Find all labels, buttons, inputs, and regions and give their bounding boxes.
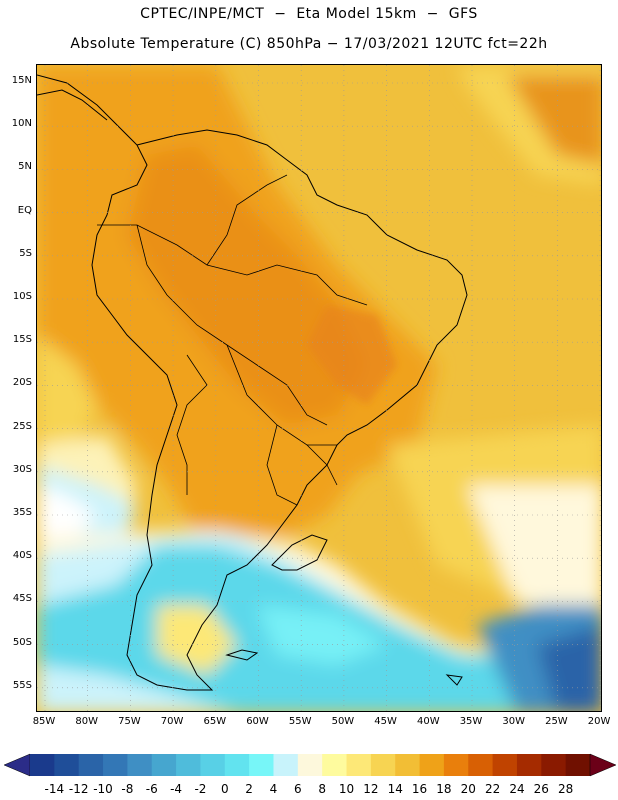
- colorbar-swatch: [297, 754, 323, 776]
- latitude-label: 55S: [12, 679, 32, 691]
- colorbar-swatch: [565, 754, 591, 776]
- temperature-field: [37, 65, 601, 711]
- colorbar-tick-label: -10: [93, 782, 113, 796]
- colorbar-tick-label: -14: [44, 782, 65, 796]
- longitude-label: 70W: [160, 716, 184, 727]
- colorbar-tick-label: -12: [68, 782, 89, 796]
- colorbar-tick-label: 18: [436, 782, 452, 796]
- colorbar-swatch: [151, 754, 177, 776]
- latitude-label: EQ: [17, 204, 32, 216]
- latitude-label: 25S: [12, 420, 32, 432]
- longitude-label: 40W: [416, 716, 440, 727]
- latitude-label: 35S: [12, 507, 32, 518]
- colorbar-tick-label: 12: [363, 782, 379, 796]
- hot-spot: [307, 305, 397, 405]
- colorbar-swatch: [541, 754, 567, 776]
- country-borders: [97, 174, 368, 506]
- colorbar-tick-label: 2: [245, 782, 253, 796]
- map-canvas: [37, 65, 601, 711]
- latitude-label: 45S: [12, 593, 32, 605]
- colorbar-swatch: [419, 754, 445, 776]
- colorbar-tick-label: 8: [318, 782, 326, 796]
- colorbar-tick-label: 0: [220, 782, 229, 796]
- latitude-label: 15N: [11, 75, 32, 86]
- colorbar-min-arrow: [4, 753, 31, 777]
- graticule: [37, 65, 601, 711]
- colorbar-swatch: [127, 754, 153, 776]
- colorbar-swatch: [468, 754, 494, 776]
- coastlines: [37, 74, 468, 691]
- colorbar-swatch: [273, 754, 299, 776]
- longitude-label: 60W: [246, 716, 269, 727]
- latitude-label: 40S: [12, 550, 32, 562]
- longitude-label: 75W: [118, 716, 141, 727]
- colorbar-tick-label: 20: [460, 782, 476, 796]
- colorbar-max-arrow: [589, 753, 616, 777]
- longitude-label: 50W: [331, 716, 355, 727]
- longitude-label: 45W: [374, 716, 397, 727]
- colorbar-swatch: [224, 754, 250, 776]
- colorbar-swatch: [346, 754, 372, 776]
- temperature-map: [36, 64, 602, 712]
- latitude-label: 5S: [19, 247, 32, 259]
- latitude-label: 10N: [11, 118, 32, 130]
- colorbar-swatch: [176, 754, 201, 776]
- longitude-label: 25W: [545, 716, 568, 727]
- colorbar-tick-label: -2: [194, 782, 207, 796]
- colorbar-swatch: [443, 754, 469, 776]
- colorbar-swatch: [395, 754, 421, 776]
- latitude-label: 5N: [18, 161, 32, 173]
- latitude-label: 15S: [12, 334, 32, 346]
- colorbar-swatch: [249, 754, 274, 776]
- colorbar-tick-label: 6: [293, 782, 302, 796]
- longitude-label: 30W: [502, 716, 525, 727]
- chart-title-line-2: Absolute Temperature (C) 850hPa − 17/03/…: [70, 36, 548, 52]
- longitude-label: 80W: [75, 716, 98, 727]
- colorbar-tick-label: 4: [269, 782, 278, 796]
- colorbar-swatch: [54, 754, 80, 776]
- colorbar-tick-label: -8: [121, 782, 134, 796]
- chart-title-line-1: CPTEC/INPE/MCT − Eta Model 15km − GFS: [140, 6, 478, 22]
- latitude-label: 10S: [12, 291, 32, 302]
- colorbar-tick-label: 24: [509, 782, 525, 796]
- colorbar-tick-label: 14: [387, 782, 403, 796]
- colorbar-swatch: [516, 754, 542, 776]
- colorbar-tick-label: 16: [411, 782, 428, 796]
- longitude-label: 55W: [288, 716, 312, 727]
- longitude-label: 20W: [587, 716, 611, 727]
- colorbar-tick-label: -4: [170, 782, 183, 796]
- colorbar: [4, 753, 616, 777]
- colorbar-swatch: [492, 754, 518, 776]
- longitude-label: 85W: [32, 716, 56, 727]
- colorbar-swatch: [30, 754, 55, 776]
- longitude-label: 65W: [203, 716, 227, 727]
- colorbar-swatch: [200, 754, 226, 776]
- colorbar-swatch: [103, 754, 128, 776]
- latitude-label: 20S: [12, 377, 32, 389]
- longitude-label: 35W: [459, 716, 483, 727]
- colorbar-swatch: [78, 754, 104, 776]
- latitude-label: 30S: [12, 463, 32, 475]
- colorbar-tick-label: 26: [533, 782, 549, 796]
- colorbar-tick-label: -6: [145, 782, 158, 796]
- colorbar-swatch: [322, 754, 348, 776]
- colorbar-tick-label: 28: [558, 782, 574, 796]
- latitude-label: 50S: [12, 636, 32, 648]
- colorbar-swatch: [370, 754, 396, 776]
- colorbar-tick-label: 10: [338, 782, 355, 796]
- colorbar-tick-label: 22: [484, 782, 501, 796]
